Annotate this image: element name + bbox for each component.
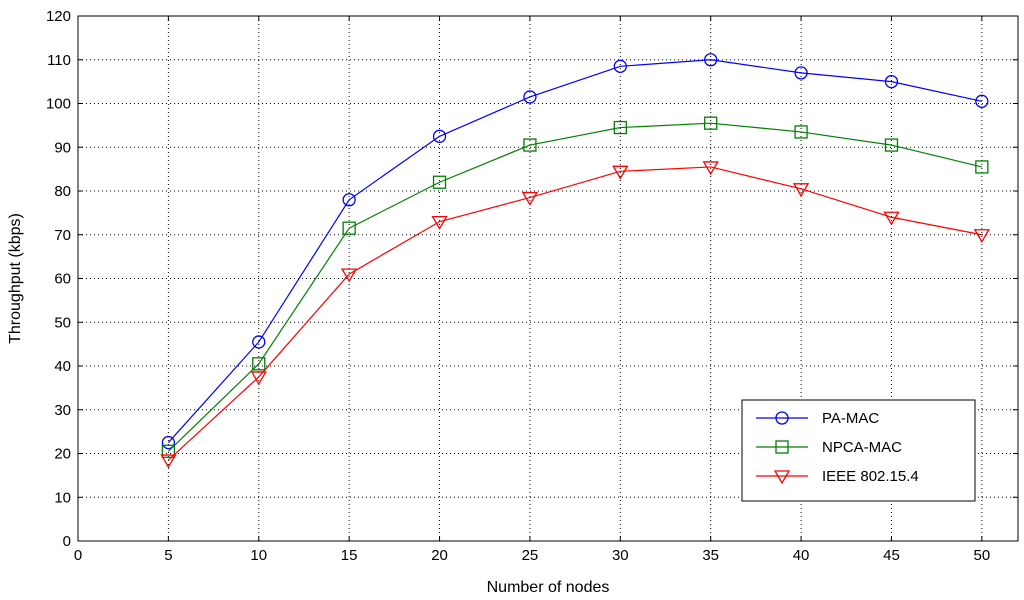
data-point	[794, 66, 808, 80]
legend-item: PA-MAC	[756, 410, 879, 427]
data-point	[432, 129, 447, 143]
data-point	[250, 371, 267, 386]
y-tick-label: 40	[54, 358, 71, 375]
data-point	[975, 160, 989, 174]
data-point	[523, 138, 537, 152]
y-tick-label: 110	[47, 52, 71, 69]
y-tick-label: 90	[54, 139, 71, 156]
data-point	[342, 221, 356, 235]
x-tick-label: 25	[522, 547, 539, 564]
x-tick-label: 40	[793, 547, 810, 564]
legend-label: PA-MAC	[822, 410, 879, 427]
legend-label: IEEE 802.15.4	[822, 468, 919, 485]
data-point	[702, 161, 719, 176]
data-point	[883, 211, 900, 226]
y-tick-label: 10	[54, 489, 71, 506]
data-point	[341, 268, 358, 283]
y-tick-label: 30	[54, 402, 71, 419]
legend-label: NPCA-MAC	[822, 439, 902, 456]
y-axis-title: Throughput (kbps)	[7, 213, 24, 344]
data-point	[613, 59, 627, 73]
x-tick-label: 45	[883, 547, 900, 564]
y-tick-label: 100	[46, 96, 71, 113]
data-point	[613, 120, 627, 135]
data-point	[432, 175, 447, 189]
x-tick-label: 35	[702, 547, 719, 564]
y-tick-label: 70	[54, 227, 71, 244]
x-tick-label: 10	[250, 547, 267, 564]
series-line	[167, 166, 982, 461]
y-tick-label: 80	[54, 183, 71, 200]
x-tick-label: 15	[341, 547, 358, 564]
data-point	[884, 74, 899, 89]
y-tick-label: 20	[54, 446, 71, 463]
data-point	[523, 90, 537, 104]
legend-item: NPCA-MAC	[756, 439, 902, 456]
y-tick-label: 0	[63, 533, 71, 550]
data-point	[161, 444, 176, 458]
data-point	[160, 454, 177, 469]
x-tick-label: 5	[164, 547, 172, 564]
legend-marker	[775, 440, 789, 454]
series-group	[160, 53, 990, 469]
legend-marker	[775, 411, 789, 425]
y-tick-label: 50	[54, 314, 71, 331]
x-axis-ticks: 0 5 10 15 20 25 30 35 40 45 50	[74, 16, 990, 564]
series-pa-mac	[161, 53, 989, 450]
x-tick-label: 30	[612, 547, 629, 564]
x-tick-label: 20	[431, 547, 448, 564]
data-point	[884, 138, 899, 152]
data-point	[521, 191, 539, 206]
data-point	[252, 357, 266, 371]
x-tick-label: 50	[974, 547, 991, 564]
y-tick-label: 60	[54, 271, 71, 288]
y-axis-ticks: 0 10 20 30 40 50 60 70 80 90 100 110 120	[46, 8, 1018, 550]
series-ieee-802-15-4	[160, 161, 990, 469]
data-point	[431, 215, 448, 230]
data-point	[792, 183, 810, 198]
plot-frame	[77, 15, 1019, 542]
data-point	[342, 193, 356, 207]
grid-lines	[78, 16, 1018, 541]
legend: PA-MAC NPCA-MAC IEEE 802.15.4	[741, 399, 976, 502]
data-point	[973, 229, 990, 244]
x-axis-title: Number of nodes	[487, 579, 610, 596]
series-line	[167, 59, 982, 443]
data-point	[252, 335, 266, 349]
data-point	[161, 435, 176, 450]
legend-marker	[773, 470, 791, 485]
data-point	[704, 53, 718, 67]
data-point	[704, 116, 718, 130]
y-tick-label: 120	[46, 8, 71, 25]
data-point	[975, 94, 989, 108]
legend-item: IEEE 802.15.4	[756, 468, 919, 485]
series-line	[167, 122, 982, 452]
series-npca-mac	[161, 116, 989, 458]
x-tick-label: 0	[74, 547, 82, 564]
data-point	[794, 125, 808, 139]
legend-box	[741, 399, 976, 502]
data-point	[612, 165, 629, 180]
